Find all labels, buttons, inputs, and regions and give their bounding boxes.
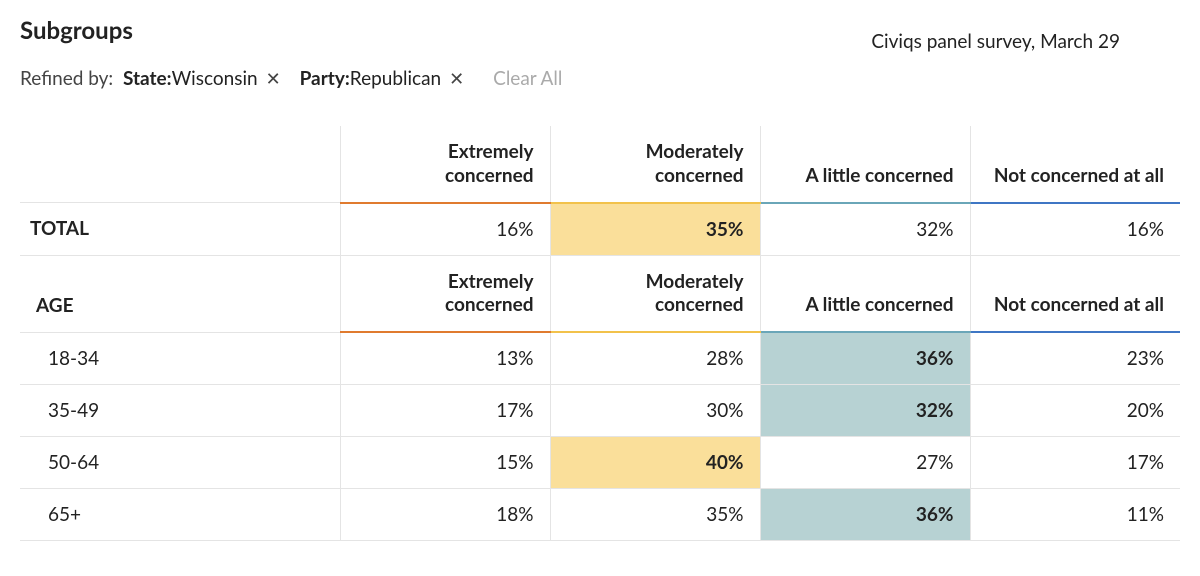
data-cell: 16% (340, 203, 550, 256)
column-header[interactable]: A little concerned (760, 255, 970, 332)
data-cell: 15% (340, 437, 550, 489)
table-row: 50-6415%40%27%17% (20, 437, 1180, 489)
data-cell: 40% (550, 437, 760, 489)
data-cell: 13% (340, 332, 550, 385)
column-header[interactable]: Not concerned at all (970, 255, 1180, 332)
row-label: 65+ (20, 489, 340, 541)
data-cell: 35% (550, 203, 760, 256)
refined-by-label: Refined by: (20, 67, 113, 90)
data-cell: 32% (760, 385, 970, 437)
filter-bar: Refined by: State: Wisconsin ✕ Party: Rep… (20, 67, 1180, 90)
filter-chip-key: Party: (300, 67, 350, 90)
remove-filter-icon[interactable]: ✕ (449, 67, 464, 90)
section-label: AGE (20, 255, 340, 332)
data-cell: 35% (550, 489, 760, 541)
section-label (20, 126, 340, 203)
data-cell: 23% (970, 332, 1180, 385)
data-cell: 17% (340, 385, 550, 437)
data-cell: 17% (970, 437, 1180, 489)
subgroups-table: Extremely concernedModerately concernedA… (20, 126, 1180, 541)
column-header[interactable]: Not concerned at all (970, 126, 1180, 203)
data-cell: 16% (970, 203, 1180, 256)
data-cell: 18% (340, 489, 550, 541)
data-cell: 36% (760, 332, 970, 385)
page-title: Subgroups (20, 16, 133, 45)
filter-chip-key: State: (123, 67, 172, 90)
column-header-row: AGEExtremely concernedModerately concern… (20, 255, 1180, 332)
table-row: TOTAL16%35%32%16% (20, 203, 1180, 256)
filter-chip: Party: Republican ✕ (295, 67, 465, 90)
clear-all-button[interactable]: Clear All (493, 67, 562, 90)
column-header-row: Extremely concernedModerately concernedA… (20, 126, 1180, 203)
row-label: 18-34 (20, 332, 340, 385)
table-row: 35-4917%30%32%20% (20, 385, 1180, 437)
source-label: Civiqs panel survey, March 29 (871, 30, 1120, 53)
row-label: 35-49 (20, 385, 340, 437)
column-header[interactable]: A little concerned (760, 126, 970, 203)
table-row: 65+18%35%36%11% (20, 489, 1180, 541)
data-cell: 20% (970, 385, 1180, 437)
filter-chip-value: Republican (350, 67, 441, 90)
row-label: TOTAL (20, 203, 340, 256)
data-cell: 11% (970, 489, 1180, 541)
data-cell: 36% (760, 489, 970, 541)
column-header[interactable]: Moderately concerned (550, 126, 760, 203)
remove-filter-icon[interactable]: ✕ (266, 67, 281, 90)
row-label: 50-64 (20, 437, 340, 489)
data-cell: 28% (550, 332, 760, 385)
filter-chip-value: Wisconsin (172, 67, 258, 90)
table-row: 18-3413%28%36%23% (20, 332, 1180, 385)
data-cell: 30% (550, 385, 760, 437)
column-header[interactable]: Extremely concerned (340, 126, 550, 203)
filter-chips: State: Wisconsin ✕ Party: Republican ✕ (118, 67, 478, 90)
filter-chip: State: Wisconsin ✕ (118, 67, 281, 90)
column-header[interactable]: Moderately concerned (550, 255, 760, 332)
column-header[interactable]: Extremely concerned (340, 255, 550, 332)
data-cell: 32% (760, 203, 970, 256)
data-cell: 27% (760, 437, 970, 489)
